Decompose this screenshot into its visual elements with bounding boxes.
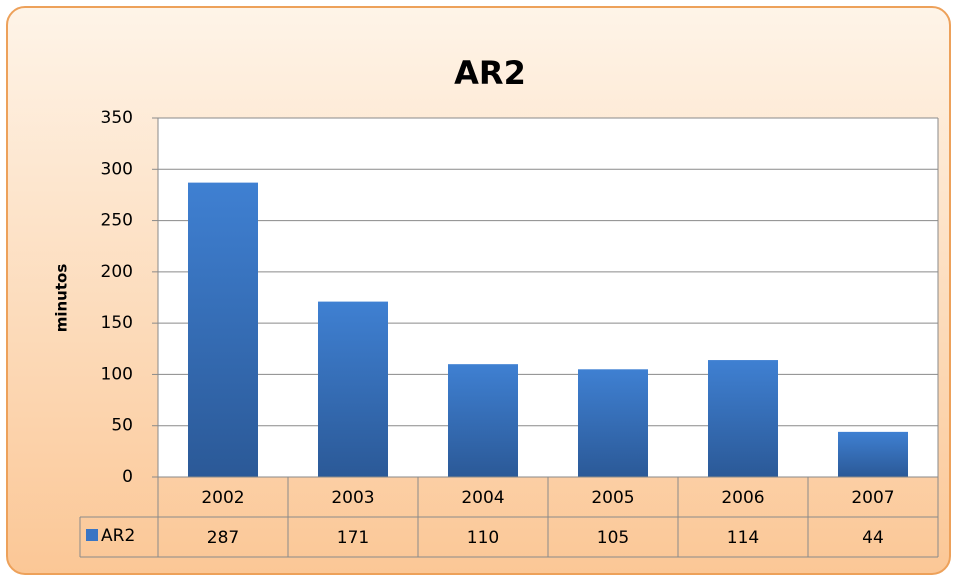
bar bbox=[578, 369, 648, 477]
legend-key bbox=[86, 529, 98, 541]
y-axis-label: minutos bbox=[53, 264, 71, 333]
y-tick-label: 250 bbox=[101, 211, 133, 231]
x-tick-label: 2003 bbox=[331, 488, 374, 508]
x-tick-label: 2005 bbox=[591, 488, 634, 508]
x-tick-label: 2006 bbox=[721, 488, 764, 508]
data-table-value: 287 bbox=[207, 528, 239, 548]
bar bbox=[188, 182, 258, 477]
y-tick-label: 50 bbox=[111, 416, 133, 436]
legend-label: AR2 bbox=[101, 526, 135, 546]
data-table-value: 171 bbox=[337, 528, 369, 548]
x-tick-label: 2004 bbox=[461, 488, 504, 508]
y-tick-label: 100 bbox=[101, 364, 133, 384]
y-tick-label: 350 bbox=[101, 108, 133, 128]
y-tick-label: 0 bbox=[122, 467, 133, 487]
y-tick-label: 200 bbox=[101, 262, 133, 282]
x-tick-label: 2002 bbox=[201, 488, 244, 508]
y-tick-label: 150 bbox=[101, 313, 133, 333]
chart-title: AR2 bbox=[454, 54, 526, 92]
data-table-value: 114 bbox=[727, 528, 759, 548]
bar bbox=[838, 431, 908, 477]
bar bbox=[708, 360, 778, 477]
data-table-value: 105 bbox=[597, 528, 629, 548]
x-tick-label: 2007 bbox=[851, 488, 894, 508]
bar bbox=[318, 301, 388, 477]
y-tick-label: 300 bbox=[101, 159, 133, 179]
data-table-value: 110 bbox=[467, 528, 499, 548]
plot-area bbox=[158, 118, 938, 477]
data-table-value: 44 bbox=[862, 528, 884, 548]
bar bbox=[448, 364, 518, 477]
